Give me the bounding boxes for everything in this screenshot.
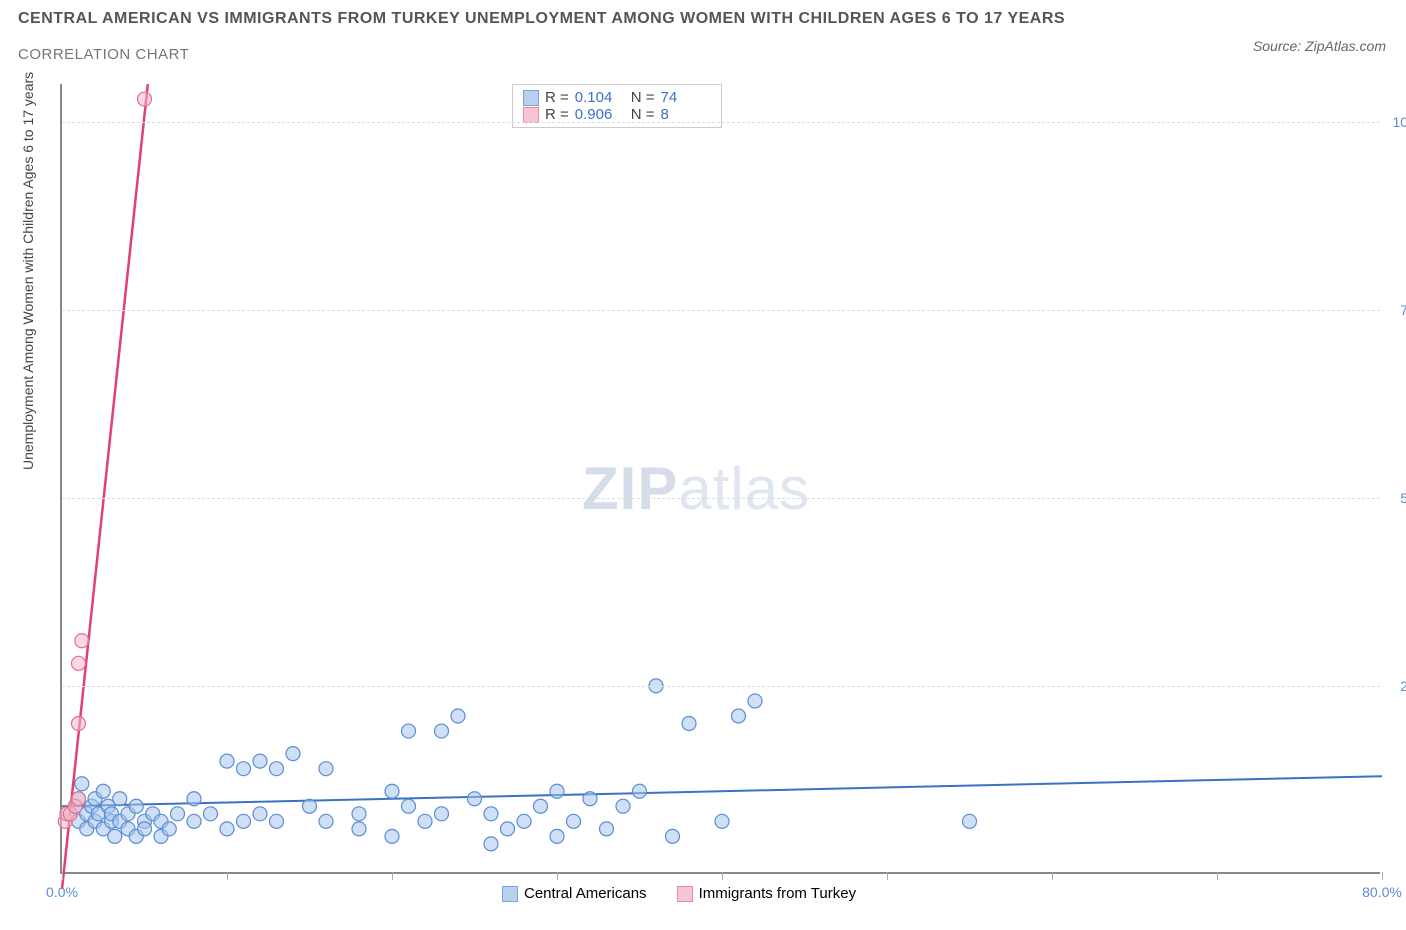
scatter-point [220, 754, 234, 768]
xtick [62, 872, 63, 880]
legend-bottom: Central Americans Immigrants from Turkey [502, 885, 856, 902]
legend-swatch-2 [677, 886, 693, 902]
scatter-point [583, 792, 597, 806]
scatter-point [75, 634, 89, 648]
scatter-point [385, 784, 399, 798]
scatter-point [220, 822, 234, 836]
legend-swatch-1 [502, 886, 518, 902]
gridline [62, 498, 1380, 499]
gridline [62, 310, 1380, 311]
scatter-point [171, 807, 185, 821]
scatter-point [286, 747, 300, 761]
y-axis-label: Unemployment Among Women with Children A… [20, 72, 36, 470]
xtick [1382, 872, 1383, 880]
scatter-point [468, 792, 482, 806]
gridline [62, 122, 1380, 123]
chart-plot-area: ZIPatlas R = 0.104 N = 74 R = 0.906 N = … [60, 84, 1380, 874]
scatter-point [113, 792, 127, 806]
ytick-label: 100.0% [1393, 114, 1406, 130]
scatter-point [435, 724, 449, 738]
scatter-point [303, 799, 317, 813]
scatter-point [138, 92, 152, 106]
scatter-point [484, 807, 498, 821]
scatter-point [963, 814, 977, 828]
xtick [1217, 872, 1218, 880]
scatter-point [402, 799, 416, 813]
scatter-point [237, 762, 251, 776]
scatter-point [72, 717, 86, 731]
scatter-point [402, 724, 416, 738]
scatter-point [534, 799, 548, 813]
scatter-point [352, 807, 366, 821]
scatter-point [162, 822, 176, 836]
scatter-point [666, 829, 680, 843]
scatter-point [451, 709, 465, 723]
xtick [227, 872, 228, 880]
scatter-point [550, 784, 564, 798]
xtick [557, 872, 558, 880]
trend-line [62, 776, 1382, 806]
chart-title-2: CORRELATION CHART [18, 46, 1065, 63]
scatter-point [715, 814, 729, 828]
scatter-point [129, 799, 143, 813]
source-label: Source: ZipAtlas.com [1253, 38, 1386, 54]
scatter-point [108, 829, 122, 843]
xtick [887, 872, 888, 880]
scatter-point [253, 754, 267, 768]
scatter-point [385, 829, 399, 843]
scatter-point [270, 814, 284, 828]
scatter-point [75, 777, 89, 791]
scatter-point [517, 814, 531, 828]
legend-item-1: Central Americans [502, 885, 647, 902]
xtick [722, 872, 723, 880]
scatter-point [748, 694, 762, 708]
scatter-point [187, 814, 201, 828]
scatter-point [187, 792, 201, 806]
scatter-point [319, 814, 333, 828]
xtick [392, 872, 393, 880]
scatter-point [616, 799, 630, 813]
scatter-svg [62, 84, 1380, 872]
scatter-point [72, 792, 86, 806]
ytick-label: 25.0% [1400, 678, 1406, 694]
scatter-point [550, 829, 564, 843]
scatter-point [72, 656, 86, 670]
chart-title-1: CENTRAL AMERICAN VS IMMIGRANTS FROM TURK… [18, 10, 1065, 28]
scatter-point [418, 814, 432, 828]
scatter-point [567, 814, 581, 828]
scatter-point [237, 814, 251, 828]
scatter-point [319, 762, 333, 776]
xtick-label: 80.0% [1362, 884, 1402, 900]
scatter-point [633, 784, 647, 798]
xtick-label: 0.0% [46, 884, 78, 900]
scatter-point [484, 837, 498, 851]
scatter-point [138, 822, 152, 836]
scatter-point [501, 822, 515, 836]
xtick [1052, 872, 1053, 880]
scatter-point [253, 807, 267, 821]
legend-item-2: Immigrants from Turkey [677, 885, 857, 902]
gridline [62, 686, 1380, 687]
scatter-point [352, 822, 366, 836]
scatter-point [96, 784, 110, 798]
trend-line [62, 84, 148, 889]
scatter-point [270, 762, 284, 776]
scatter-point [204, 807, 218, 821]
ytick-label: 75.0% [1400, 302, 1406, 318]
scatter-point [435, 807, 449, 821]
scatter-point [600, 822, 614, 836]
scatter-point [682, 717, 696, 731]
scatter-point [732, 709, 746, 723]
ytick-label: 50.0% [1400, 490, 1406, 506]
